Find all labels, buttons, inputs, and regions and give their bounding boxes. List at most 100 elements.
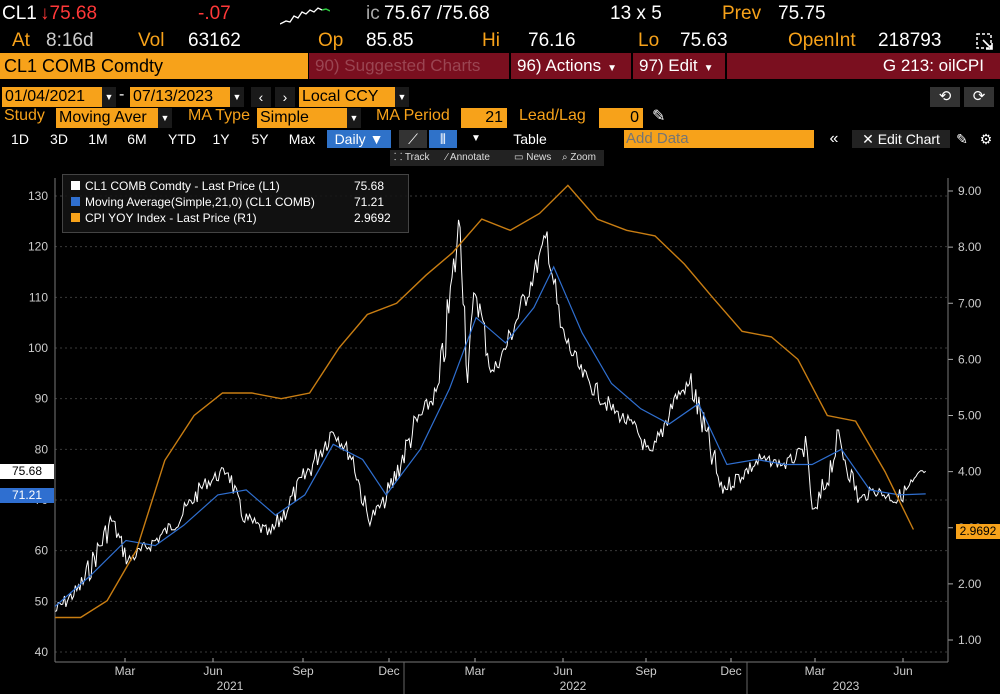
- chart-legend: CL1 COMB Comdty - Last Price (L1) 75.68 Mo…: [62, 174, 409, 233]
- year-label: 2021: [217, 679, 244, 693]
- left-tick-label: 60: [35, 544, 49, 558]
- period-button[interactable]: 6M: [127, 131, 147, 147]
- collapse-icon[interactable]: «: [829, 130, 839, 147]
- security-field[interactable]: CL1 COMB Comdty: [0, 53, 308, 79]
- prev-period-icon[interactable]: ‹: [251, 87, 271, 107]
- edit-icon[interactable]: ✎: [956, 131, 968, 147]
- x-tick-label: Mar: [805, 664, 826, 678]
- next-period-icon[interactable]: ›: [275, 87, 295, 107]
- right-tick-label: 1.00: [958, 633, 982, 647]
- oil-price-line: [54, 219, 927, 612]
- study-select[interactable]: Moving Aver: [56, 108, 158, 128]
- x-tick-label: Sep: [292, 664, 314, 678]
- bid-ask-size: 13 x 5: [610, 3, 662, 24]
- net-change: -.07: [198, 3, 231, 24]
- ma-period-label: MA Period: [376, 107, 450, 124]
- suggested-charts-button[interactable]: 90) Suggested Charts: [309, 53, 509, 79]
- vol-label: Vol: [138, 30, 165, 51]
- hi-label: Hi: [482, 30, 500, 51]
- dropdown-arrow-icon[interactable]: ▼: [158, 108, 172, 128]
- ic-label: ic: [366, 3, 380, 24]
- x-tick-label: Jun: [203, 664, 222, 678]
- down-arrow-icon: ↓: [40, 3, 50, 24]
- right-tick-label: 8.00: [958, 240, 982, 254]
- redo-icon[interactable]: ⟳: [964, 87, 994, 107]
- dropdown-arrow-icon[interactable]: ▼: [395, 87, 409, 107]
- zoom-icon: ⌕: [562, 152, 571, 163]
- lead-lag-label: Lead/Lag: [519, 107, 586, 124]
- export-icon[interactable]: [975, 32, 995, 52]
- start-date-input[interactable]: 01/04/2021: [2, 87, 102, 107]
- chart-id: G 213: oilCPI: [727, 53, 1000, 79]
- period-button[interactable]: Max: [288, 131, 316, 147]
- wrench-icon: ✕: [862, 131, 878, 147]
- edit-chart-button[interactable]: ✕ Edit Chart: [852, 130, 950, 148]
- x-tick-label: Mar: [115, 664, 136, 678]
- ma-period-input[interactable]: 21: [461, 108, 507, 128]
- ma-type-label: MA Type: [188, 107, 250, 124]
- x-tick-label: Jun: [893, 664, 912, 678]
- add-data-input[interactable]: [624, 130, 814, 148]
- track-tool[interactable]: ⸬ Track: [394, 152, 430, 163]
- left-tick-label: 80: [35, 442, 49, 456]
- openint-label: OpenInt: [788, 30, 856, 51]
- legend-value: 75.68: [354, 179, 385, 193]
- x-tick-label: Mar: [465, 664, 486, 678]
- period-button[interactable]: 3D: [50, 131, 68, 147]
- right-tick-label: 7.00: [958, 296, 982, 310]
- period-button[interactable]: 1Y: [212, 131, 230, 147]
- news-tool[interactable]: ▭ News: [514, 152, 552, 163]
- legend-entry[interactable]: CPI YOY Index - Last Price (R1) 2.9692: [71, 211, 401, 226]
- edit-menu[interactable]: 97) Edit ▼: [633, 53, 725, 79]
- bar-chart-icon[interactable]: ⫴: [429, 130, 457, 148]
- zoom-tool[interactable]: ⌕ Zoom: [562, 152, 596, 163]
- left-tick-label: 40: [35, 645, 49, 659]
- actions-menu[interactable]: 96) Actions ▼: [511, 53, 631, 79]
- legend-entry[interactable]: Moving Average(Simple,21,0) (CL1 COMB) 71…: [71, 195, 401, 210]
- dropdown-arrow-icon[interactable]: ▼: [347, 108, 361, 128]
- prev-value: 75.75: [778, 3, 826, 24]
- lead-lag-input[interactable]: 0: [599, 108, 643, 128]
- gear-icon[interactable]: ⚙: [979, 131, 993, 147]
- left-tick-label: 90: [35, 392, 49, 406]
- currency-select[interactable]: Local CCY: [299, 87, 395, 107]
- prev-label: Prev: [722, 3, 762, 24]
- annotate-tool[interactable]: ∕ Annotate: [446, 152, 490, 163]
- right-tick-label: 4.00: [958, 465, 982, 479]
- pencil-icon[interactable]: ✎: [652, 108, 666, 125]
- period-button[interactable]: 1D: [11, 131, 29, 147]
- left-tick-label: 130: [28, 189, 48, 203]
- period-button[interactable]: 5Y: [251, 131, 269, 147]
- calendar-icon[interactable]: ▼: [230, 87, 244, 107]
- dropdown-arrow-icon: ▼: [607, 63, 618, 74]
- news-icon: ▭: [514, 152, 527, 163]
- legend-entry[interactable]: CL1 COMB Comdty - Last Price (L1) 75.68: [71, 179, 401, 194]
- legend-swatch: [71, 181, 80, 190]
- legend-label: CPI YOY Index - Last Price (R1): [85, 211, 257, 225]
- end-date-input[interactable]: 07/13/2023: [130, 87, 230, 107]
- period-button[interactable]: 1M: [88, 131, 108, 147]
- year-label: 2022: [560, 679, 587, 693]
- ticker: CL1: [2, 3, 37, 24]
- line-chart-icon[interactable]: ⟋: [399, 130, 427, 148]
- x-tick-label: Dec: [720, 664, 741, 678]
- price-chart[interactable]: 4050607080901001101201301.002.003.004.00…: [0, 168, 1000, 694]
- op-value: 85.85: [366, 30, 414, 51]
- left-tick-label: 100: [28, 341, 48, 355]
- chart-type-dropdown-icon[interactable]: ▼: [471, 133, 481, 144]
- undo-icon[interactable]: ⟲: [930, 87, 960, 107]
- left-tick-label: 50: [35, 594, 49, 608]
- cpi-tag: 2.9692: [956, 524, 1000, 539]
- moving-average-line: [54, 265, 926, 607]
- calendar-icon[interactable]: ▼: [102, 87, 116, 107]
- period-button[interactable]: YTD: [168, 131, 196, 147]
- last-time: 8:16d: [46, 30, 94, 51]
- vol-value: 63162: [188, 30, 241, 51]
- ma-type-select[interactable]: Simple: [257, 108, 347, 128]
- frequency-select[interactable]: Daily ▼: [327, 130, 391, 148]
- hi-value: 76.16: [528, 30, 576, 51]
- table-button[interactable]: Table: [513, 131, 547, 147]
- sparkline-icon: [280, 7, 330, 25]
- track-icon: ⸬: [394, 152, 405, 163]
- legend-swatch: [71, 197, 80, 206]
